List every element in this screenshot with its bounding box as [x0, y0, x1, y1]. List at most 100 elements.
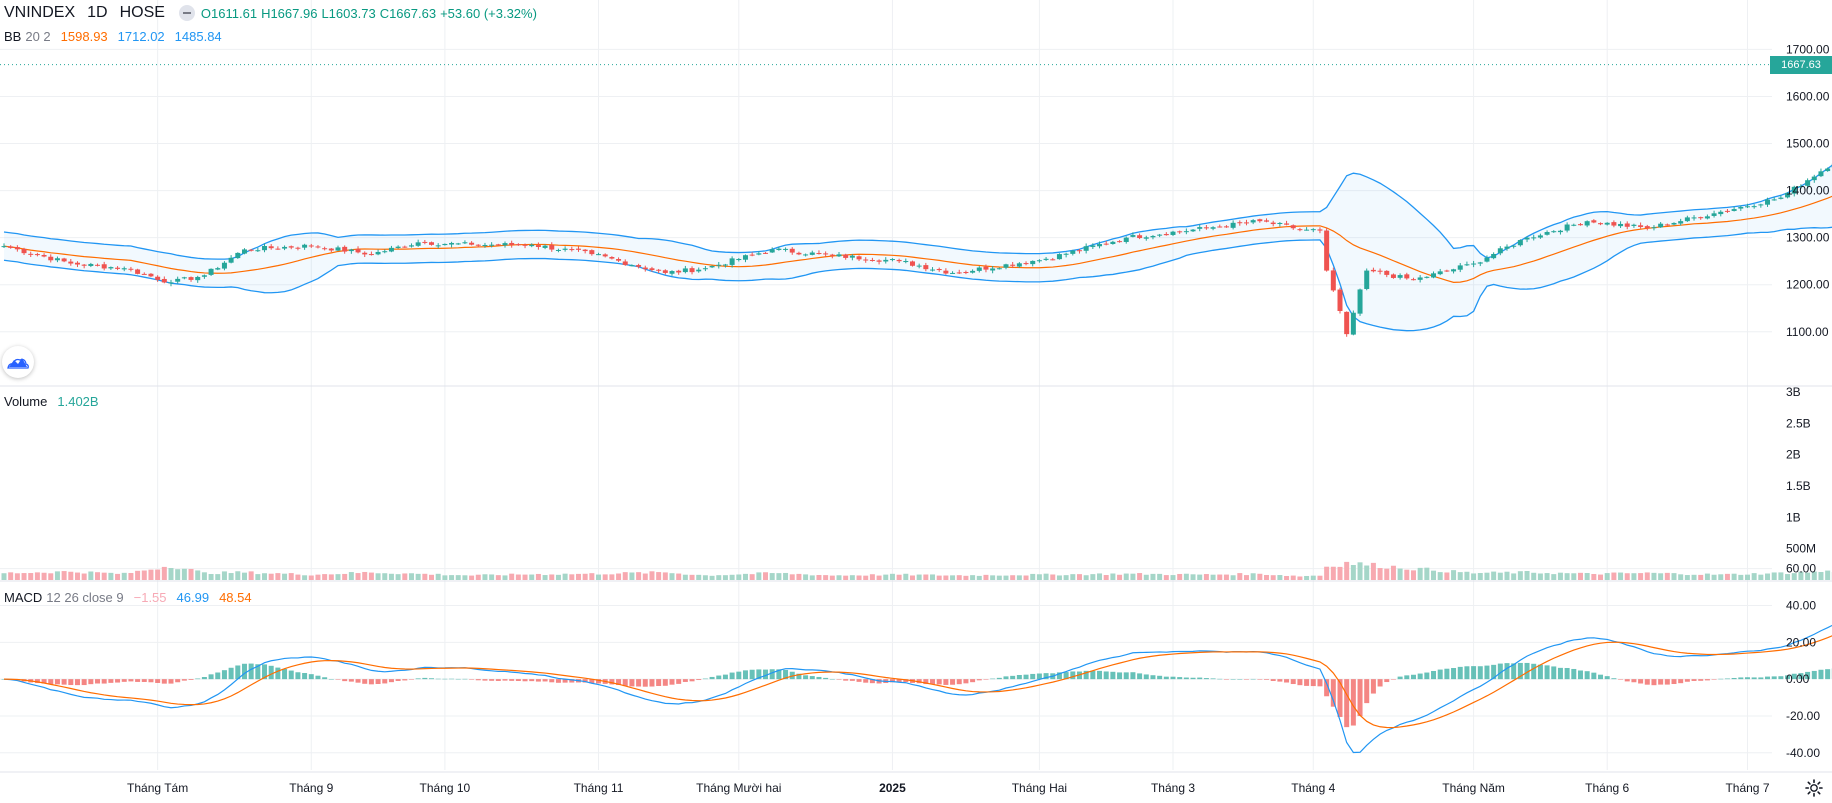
volume-bar: [1464, 572, 1469, 580]
volume-bar: [35, 572, 40, 580]
time-axis-label: Tháng 11: [574, 781, 624, 795]
volume-bar: [322, 574, 327, 580]
bollinger-bands: [4, 66, 1832, 331]
macd-hist-bar: [1144, 674, 1149, 679]
interval[interactable]: 1D: [87, 4, 107, 22]
volume-bar: [890, 574, 895, 580]
macd-hist-bar: [649, 679, 654, 686]
volume-bar: [543, 575, 548, 580]
volume-bar: [903, 574, 908, 580]
macd-hist-bar: [1651, 679, 1656, 685]
volume-bar: [68, 572, 73, 580]
symbol-name[interactable]: VNINDEX: [4, 4, 75, 22]
macd-hist-bar: [1645, 679, 1650, 685]
candle: [1331, 268, 1336, 292]
time-axis-label: 2025: [879, 781, 906, 795]
volume-bar: [796, 574, 801, 580]
volume-bar: [1778, 572, 1783, 580]
volume-bar: [1404, 570, 1409, 580]
macd-hist-bar: [82, 679, 87, 685]
macd-hist-bar: [1311, 679, 1316, 686]
macd-hist-bar: [690, 679, 695, 681]
minus-icon[interactable]: [179, 5, 195, 21]
volume-bar: [1097, 573, 1102, 580]
volume-bar: [1418, 568, 1423, 580]
macd-hist-bar: [1211, 678, 1216, 679]
macd-hist-bar: [1331, 679, 1336, 707]
volume-bar: [115, 574, 120, 580]
macd-hist-bar: [169, 679, 174, 683]
volume-bar: [503, 575, 508, 580]
macd-hist-bar: [282, 669, 287, 679]
macd-hist-bar: [1017, 675, 1022, 679]
macd-hist-bar: [496, 679, 501, 681]
volume-bar: [629, 573, 634, 580]
volume-bar: [1698, 575, 1703, 580]
volume-bar: [162, 567, 167, 580]
macd-hist-bar: [422, 678, 427, 679]
macd-legend[interactable]: MACD 12 26 close 9 −1.55 46.99 48.54: [4, 590, 258, 605]
bb-legend[interactable]: BB 20 2 1598.93 1712.02 1485.84: [4, 29, 228, 44]
volume-bar: [676, 574, 681, 580]
macd-hist-bar: [456, 679, 461, 680]
volume-bar: [1217, 575, 1222, 580]
volume-bar: [990, 575, 995, 580]
macd-hist-bar: [1164, 677, 1169, 679]
volume-bar: [703, 575, 708, 580]
volume-bar: [1732, 574, 1737, 580]
macd-hist-bar: [810, 676, 815, 679]
time-axis-label: Tháng 10: [420, 781, 471, 795]
volume-bar: [1271, 575, 1276, 580]
macd-hist-bar: [963, 679, 968, 683]
macd-hist-bar: [1418, 674, 1423, 680]
macd-hist-bar: [957, 679, 962, 684]
price-axis-label: 1600.00: [1786, 89, 1830, 103]
volume-bar: [229, 573, 234, 580]
macd-hist-bar: [1812, 671, 1817, 679]
volume-bar: [1538, 573, 1543, 580]
volume-bar: [1084, 575, 1089, 580]
volume-bar: [683, 575, 688, 580]
macd-signal-value: 48.54: [219, 590, 252, 605]
macd-hist-bar: [730, 673, 735, 680]
volume-bar: [1645, 572, 1650, 580]
candle: [1818, 169, 1823, 177]
volume-bar: [1284, 576, 1289, 580]
volume-bar: [1438, 572, 1443, 580]
volume-bar: [1024, 576, 1029, 580]
volume-bar: [1725, 574, 1730, 580]
gear-icon[interactable]: [1804, 778, 1824, 798]
volume-bar: [837, 575, 842, 580]
volume-legend[interactable]: Volume 1.402B: [4, 394, 105, 409]
volume-bar: [756, 572, 761, 580]
volume-bar: [843, 576, 848, 580]
macd-hist-bar: [1778, 676, 1783, 679]
volume-bar: [1451, 570, 1456, 580]
macd-hist-bar: [1124, 672, 1129, 679]
volume-bar: [182, 569, 187, 580]
macd-hist-bar: [1130, 672, 1135, 679]
macd-hist-bar: [1204, 678, 1209, 679]
macd-hist-bar: [1558, 668, 1563, 679]
volume-bar: [1638, 573, 1643, 580]
tradingview-cloud-icon[interactable]: [2, 346, 34, 378]
volume-bar: [1090, 574, 1095, 580]
volume-bar: [656, 572, 661, 580]
macd-hist-bar: [1551, 666, 1556, 679]
macd-hist-bar: [436, 679, 441, 680]
macd-hist-bar: [1217, 679, 1222, 680]
volume-bar: [1618, 573, 1623, 580]
macd-hist-bar: [1104, 671, 1109, 679]
bb-params: 20 2: [25, 29, 50, 44]
volume-bar: [690, 575, 695, 580]
volume-bar: [663, 572, 668, 580]
macd-hist-bar: [1224, 679, 1229, 680]
time-axis-label: Tháng 3: [1151, 781, 1195, 795]
volume-bar: [122, 573, 127, 580]
volume-bar: [62, 571, 67, 580]
volume-bar: [957, 575, 962, 580]
volume-bar: [1150, 574, 1155, 580]
macd-hist-bar: [1177, 677, 1182, 679]
volume-bar: [1358, 562, 1363, 580]
